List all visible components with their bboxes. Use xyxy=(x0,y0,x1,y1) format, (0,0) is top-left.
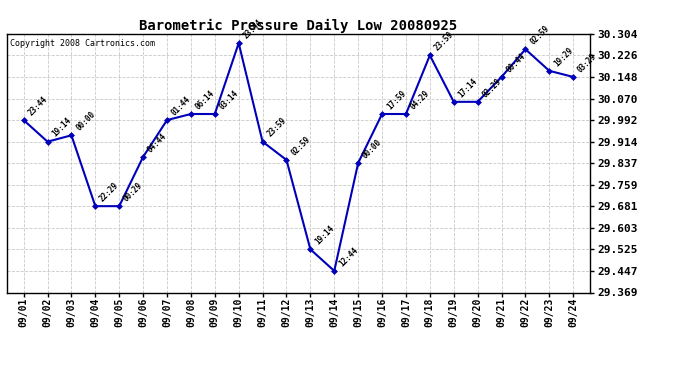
Text: 06:14: 06:14 xyxy=(194,88,217,111)
Text: 23:44: 23:44 xyxy=(241,18,264,40)
Text: 02:59: 02:59 xyxy=(289,135,312,157)
Title: Barometric Pressure Daily Low 20080925: Barometric Pressure Daily Low 20080925 xyxy=(139,18,457,33)
Text: 00:44: 00:44 xyxy=(504,51,527,74)
Text: 17:14: 17:14 xyxy=(457,76,480,99)
Text: 00:29: 00:29 xyxy=(122,181,145,203)
Text: 22:29: 22:29 xyxy=(98,181,121,203)
Text: 19:14: 19:14 xyxy=(50,116,73,139)
Text: 03:14: 03:14 xyxy=(217,88,240,111)
Text: 23:44: 23:44 xyxy=(26,94,49,117)
Text: 19:29: 19:29 xyxy=(552,45,575,68)
Text: 00:00: 00:00 xyxy=(75,110,97,132)
Text: 23:59: 23:59 xyxy=(433,30,455,52)
Text: 02:29: 02:29 xyxy=(480,76,503,99)
Text: Copyright 2008 Cartronics.com: Copyright 2008 Cartronics.com xyxy=(10,39,155,48)
Text: 02:59: 02:59 xyxy=(529,24,551,46)
Text: 17:59: 17:59 xyxy=(385,88,408,111)
Text: 19:14: 19:14 xyxy=(313,224,336,246)
Text: 12:44: 12:44 xyxy=(337,245,359,268)
Text: 04:44: 04:44 xyxy=(146,131,168,154)
Text: 01:44: 01:44 xyxy=(170,94,193,117)
Text: 23:59: 23:59 xyxy=(266,116,288,139)
Text: 00:00: 00:00 xyxy=(361,138,384,160)
Text: 03:29: 03:29 xyxy=(576,51,599,74)
Text: 04:29: 04:29 xyxy=(408,88,431,111)
